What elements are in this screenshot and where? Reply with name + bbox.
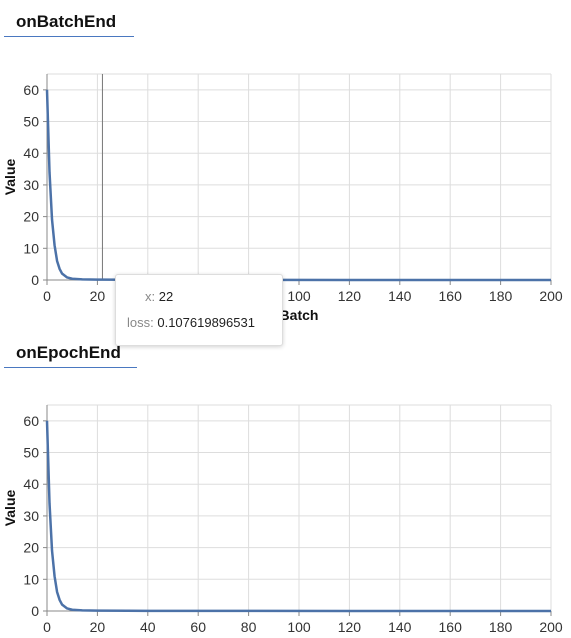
x-tick-label: 140 xyxy=(388,619,412,635)
section-title-batch: onBatchEnd xyxy=(4,6,134,37)
y-tick-label: 20 xyxy=(23,540,39,556)
x-tick-label: 100 xyxy=(287,619,311,635)
y-tick-label: 0 xyxy=(31,603,39,619)
x-tick-label: 60 xyxy=(190,619,206,635)
y-axis-label: Value xyxy=(2,159,18,196)
x-tick-label: 120 xyxy=(338,288,362,304)
x-tick-label: 180 xyxy=(489,619,513,635)
y-tick-label: 30 xyxy=(23,177,39,193)
x-tick-label: 0 xyxy=(43,288,51,304)
batch-chart[interactable]: 0102030405060020406080100120140160180200… xyxy=(0,60,571,330)
tooltip-x-key: x: xyxy=(145,289,156,304)
x-tick-label: 20 xyxy=(90,619,106,635)
section-title-batch-label: onBatchEnd xyxy=(16,12,117,31)
hover-tooltip: x: 22 loss: 0.107619896531 xyxy=(115,274,283,346)
x-tick-label: 20 xyxy=(90,288,106,304)
x-axis-label: Batch xyxy=(280,307,319,323)
y-tick-label: 10 xyxy=(23,240,39,256)
y-tick-label: 60 xyxy=(23,82,39,98)
y-tick-label: 60 xyxy=(23,413,39,429)
y-tick-label: 50 xyxy=(23,445,39,461)
y-tick-label: 10 xyxy=(23,571,39,587)
x-tick-label: 160 xyxy=(439,288,463,304)
x-tick-label: 180 xyxy=(489,288,513,304)
x-tick-label: 100 xyxy=(287,288,311,304)
x-tick-label: 160 xyxy=(439,619,463,635)
y-tick-label: 40 xyxy=(23,145,39,161)
tooltip-x-value: 22 xyxy=(158,289,174,304)
section-title-epoch-label: onEpochEnd xyxy=(16,343,121,362)
y-axis-label: Value xyxy=(2,490,18,527)
x-tick-label: 200 xyxy=(539,288,563,304)
y-tick-label: 20 xyxy=(23,209,39,225)
tooltip-loss-key: loss: xyxy=(127,315,154,330)
epoch-chart[interactable]: 0 10 20 30 40 50 60 0 20 40 60 80 100 120 140 160 180 200… xyxy=(0,391,571,638)
series-line xyxy=(45,420,551,613)
x-tick-label: 120 xyxy=(338,619,362,635)
x-tick-label: 140 xyxy=(388,288,412,304)
x-tick-label: 40 xyxy=(140,619,156,635)
y-tick-label: 50 xyxy=(23,114,39,130)
x-tick-label: 200 xyxy=(539,619,563,635)
y-tick-label: 40 xyxy=(23,476,39,492)
section-title-epoch: onEpochEnd xyxy=(4,337,137,368)
x-tick-label: 80 xyxy=(241,619,257,635)
tooltip-loss-value: 0.107619896531 xyxy=(157,315,255,330)
x-tick-label: 0 xyxy=(43,619,51,635)
y-tick-label: 0 xyxy=(31,272,39,288)
y-tick-label: 30 xyxy=(23,508,39,524)
